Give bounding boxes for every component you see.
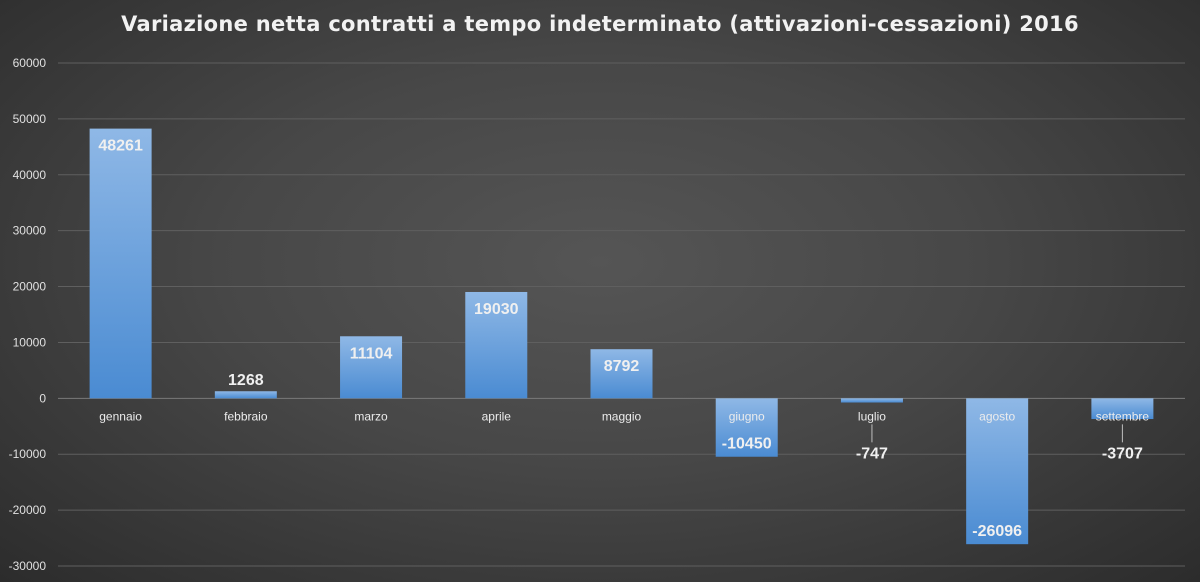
data-label: 8792 [604, 358, 640, 375]
y-tick-label: -10000 [9, 447, 47, 461]
y-tick-label: 10000 [13, 335, 47, 349]
category-label: agosto [979, 409, 1015, 423]
category-label: luglio [858, 409, 886, 423]
y-tick-label: 50000 [13, 112, 47, 126]
y-axis-tick-labels: 60000 50000 40000 30000 20000 10000 0 -10000 -20… [9, 56, 47, 573]
y-tick-label: 20000 [13, 280, 47, 294]
bar-agosto [966, 398, 1029, 545]
data-label: 1268 [228, 372, 264, 389]
category-label: giugno [729, 409, 765, 423]
y-tick-label: 0 [39, 391, 46, 405]
data-label: -10450 [722, 436, 772, 453]
bar-luglio [840, 398, 903, 403]
bar-giugno [715, 398, 778, 457]
data-label: -747 [856, 445, 888, 462]
data-label: 48261 [98, 138, 143, 155]
y-tick-label: 40000 [13, 168, 47, 182]
category-labels: gennaio febbraio marzo aprile maggio giugno lu… [99, 409, 1149, 423]
data-label: -3707 [1102, 445, 1143, 462]
data-label: 19030 [474, 301, 519, 318]
data-labels: 48261 1268 11104 19030 8792 -10450 -747 -26096 -… [98, 138, 1143, 541]
category-label: marzo [354, 409, 388, 423]
y-tick-label: -30000 [9, 559, 47, 573]
bar-aprile [465, 291, 528, 399]
bar-marzo [340, 336, 403, 399]
data-label: -26096 [972, 523, 1022, 540]
y-tick-label: -20000 [9, 503, 47, 517]
data-label: 11104 [350, 345, 393, 362]
category-label: febbraio [224, 409, 268, 423]
bar-maggio [590, 349, 653, 399]
bars [89, 128, 1154, 545]
y-tick-label: 60000 [13, 56, 47, 70]
bar-febbraio [214, 391, 277, 399]
category-label: maggio [602, 409, 642, 423]
category-label: settembre [1096, 409, 1150, 423]
category-label: aprile [482, 409, 512, 423]
bar-settembre [1091, 398, 1154, 420]
bar-gennaio [89, 128, 152, 399]
y-tick-label: 30000 [13, 224, 47, 238]
chart-title: Variazione netta contratti a tempo indet… [121, 12, 1079, 36]
leader-lines [871, 424, 1123, 443]
category-label: gennaio [99, 409, 142, 423]
